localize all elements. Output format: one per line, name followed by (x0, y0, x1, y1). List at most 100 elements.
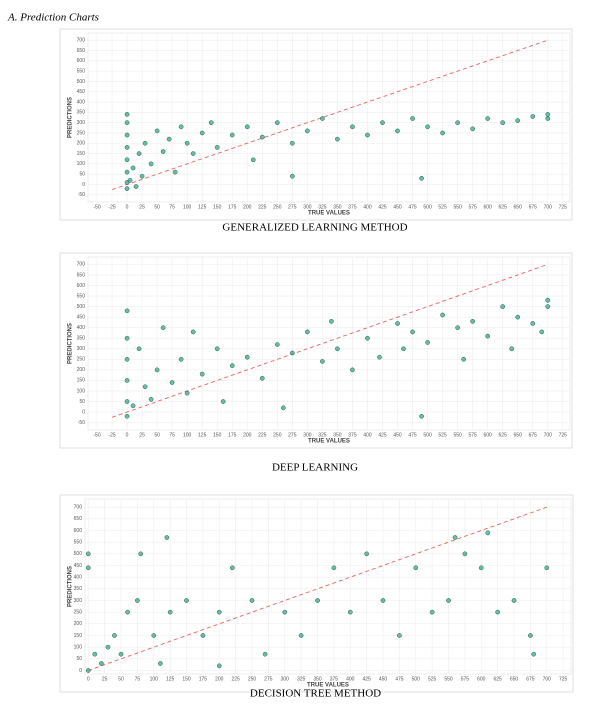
point (124, 112, 130, 117)
x-tick-label: 0 (87, 676, 90, 682)
point (160, 325, 166, 331)
x-tick-label: 375 (330, 676, 339, 682)
point (470, 126, 475, 132)
x-tick-label: 725 (559, 432, 568, 438)
point (148, 397, 154, 402)
y-tick-label: 450 (77, 314, 86, 320)
x-tick-label: 150 (213, 204, 222, 210)
point (528, 633, 533, 638)
x-tick-label: 425 (362, 676, 371, 682)
point (461, 356, 466, 362)
y-tick-label: 350 (77, 336, 86, 342)
x-tick-label: 450 (379, 676, 388, 682)
point (530, 114, 536, 119)
point (124, 413, 130, 419)
x-tick-label: 575 (468, 204, 477, 210)
x-tick-label: 375 (348, 204, 357, 210)
y-tick-label: -50 (78, 192, 85, 198)
x-tick-label: 75 (135, 676, 141, 682)
y-tick-label: 600 (74, 528, 83, 534)
point (545, 116, 551, 121)
point (410, 329, 415, 335)
point (167, 609, 173, 615)
y-tick-label: 50 (79, 399, 85, 405)
x-tick-label: 500 (423, 204, 432, 210)
y-tick-label: 450 (77, 89, 86, 95)
y-tick-label: 250 (74, 609, 83, 615)
point (124, 186, 130, 191)
x-tick-label: 525 (428, 676, 437, 682)
x-tick-label: 350 (333, 432, 342, 438)
point (262, 651, 268, 657)
x-tick-label: 25 (139, 432, 145, 438)
point (172, 169, 178, 175)
point (350, 367, 355, 373)
x-tick-label: 325 (318, 204, 327, 210)
point (298, 633, 304, 638)
point (220, 399, 226, 404)
y-tick-label: 200 (77, 141, 86, 147)
point (511, 598, 517, 603)
y-axis-label: PREDICTIONS (68, 566, 74, 607)
x-tick-label: 550 (453, 204, 462, 210)
point (545, 297, 551, 303)
y-tick-label: 550 (74, 539, 83, 545)
x-tick-label: 175 (228, 432, 237, 438)
point (118, 651, 124, 657)
x-tick-label: 400 (346, 676, 355, 682)
x-tick-label: 125 (166, 676, 175, 682)
x-tick-label: 575 (468, 432, 477, 438)
y-tick-label: 600 (77, 58, 86, 64)
x-tick-label: 25 (139, 204, 145, 210)
point (124, 132, 130, 138)
point (500, 120, 506, 126)
y-tick-label: 300 (77, 346, 86, 352)
point (199, 371, 205, 377)
point (151, 633, 157, 638)
x-tick-label: 425 (378, 432, 387, 438)
point (531, 651, 537, 657)
x-tick-label: 500 (423, 432, 432, 438)
point (413, 565, 419, 571)
point (169, 380, 175, 385)
point (515, 118, 521, 123)
point (148, 161, 154, 167)
plot-area (87, 32, 571, 203)
point (485, 530, 491, 536)
point (305, 128, 310, 134)
point (455, 120, 460, 126)
y-tick-label: 650 (77, 48, 86, 54)
x-tick-label: 450 (393, 432, 402, 438)
x-tick-label: 300 (303, 432, 312, 438)
y-tick-label: 600 (77, 283, 86, 289)
x-axis-label: TRUE VALUES (308, 439, 350, 445)
point (425, 124, 430, 130)
chart-caption: DEEP LEARNING (272, 462, 358, 474)
y-tick-label: 0 (82, 182, 85, 188)
point (160, 149, 166, 154)
x-tick-label: 700 (544, 432, 553, 438)
x-tick-label: 325 (297, 676, 306, 682)
point (335, 136, 340, 142)
point (216, 609, 222, 615)
x-tick-label: 475 (408, 432, 417, 438)
point (289, 140, 295, 146)
x-tick-label: 100 (150, 676, 159, 682)
x-tick-label: 75 (169, 432, 175, 438)
x-tick-label: 250 (273, 204, 282, 210)
x-tick-label: 650 (510, 676, 519, 682)
x-tick-label: 525 (438, 204, 447, 210)
y-tick-label: 400 (74, 574, 83, 580)
point (229, 132, 235, 138)
plot-area (87, 256, 571, 431)
x-tick-label: 325 (318, 432, 327, 438)
point (320, 116, 325, 121)
plot-area (84, 498, 572, 675)
x-tick-label: 500 (412, 676, 421, 682)
point (184, 598, 189, 603)
point (515, 314, 521, 320)
x-tick-label: 150 (182, 676, 191, 682)
x-tick-label: 150 (213, 432, 222, 438)
y-tick-label: 100 (74, 644, 83, 650)
